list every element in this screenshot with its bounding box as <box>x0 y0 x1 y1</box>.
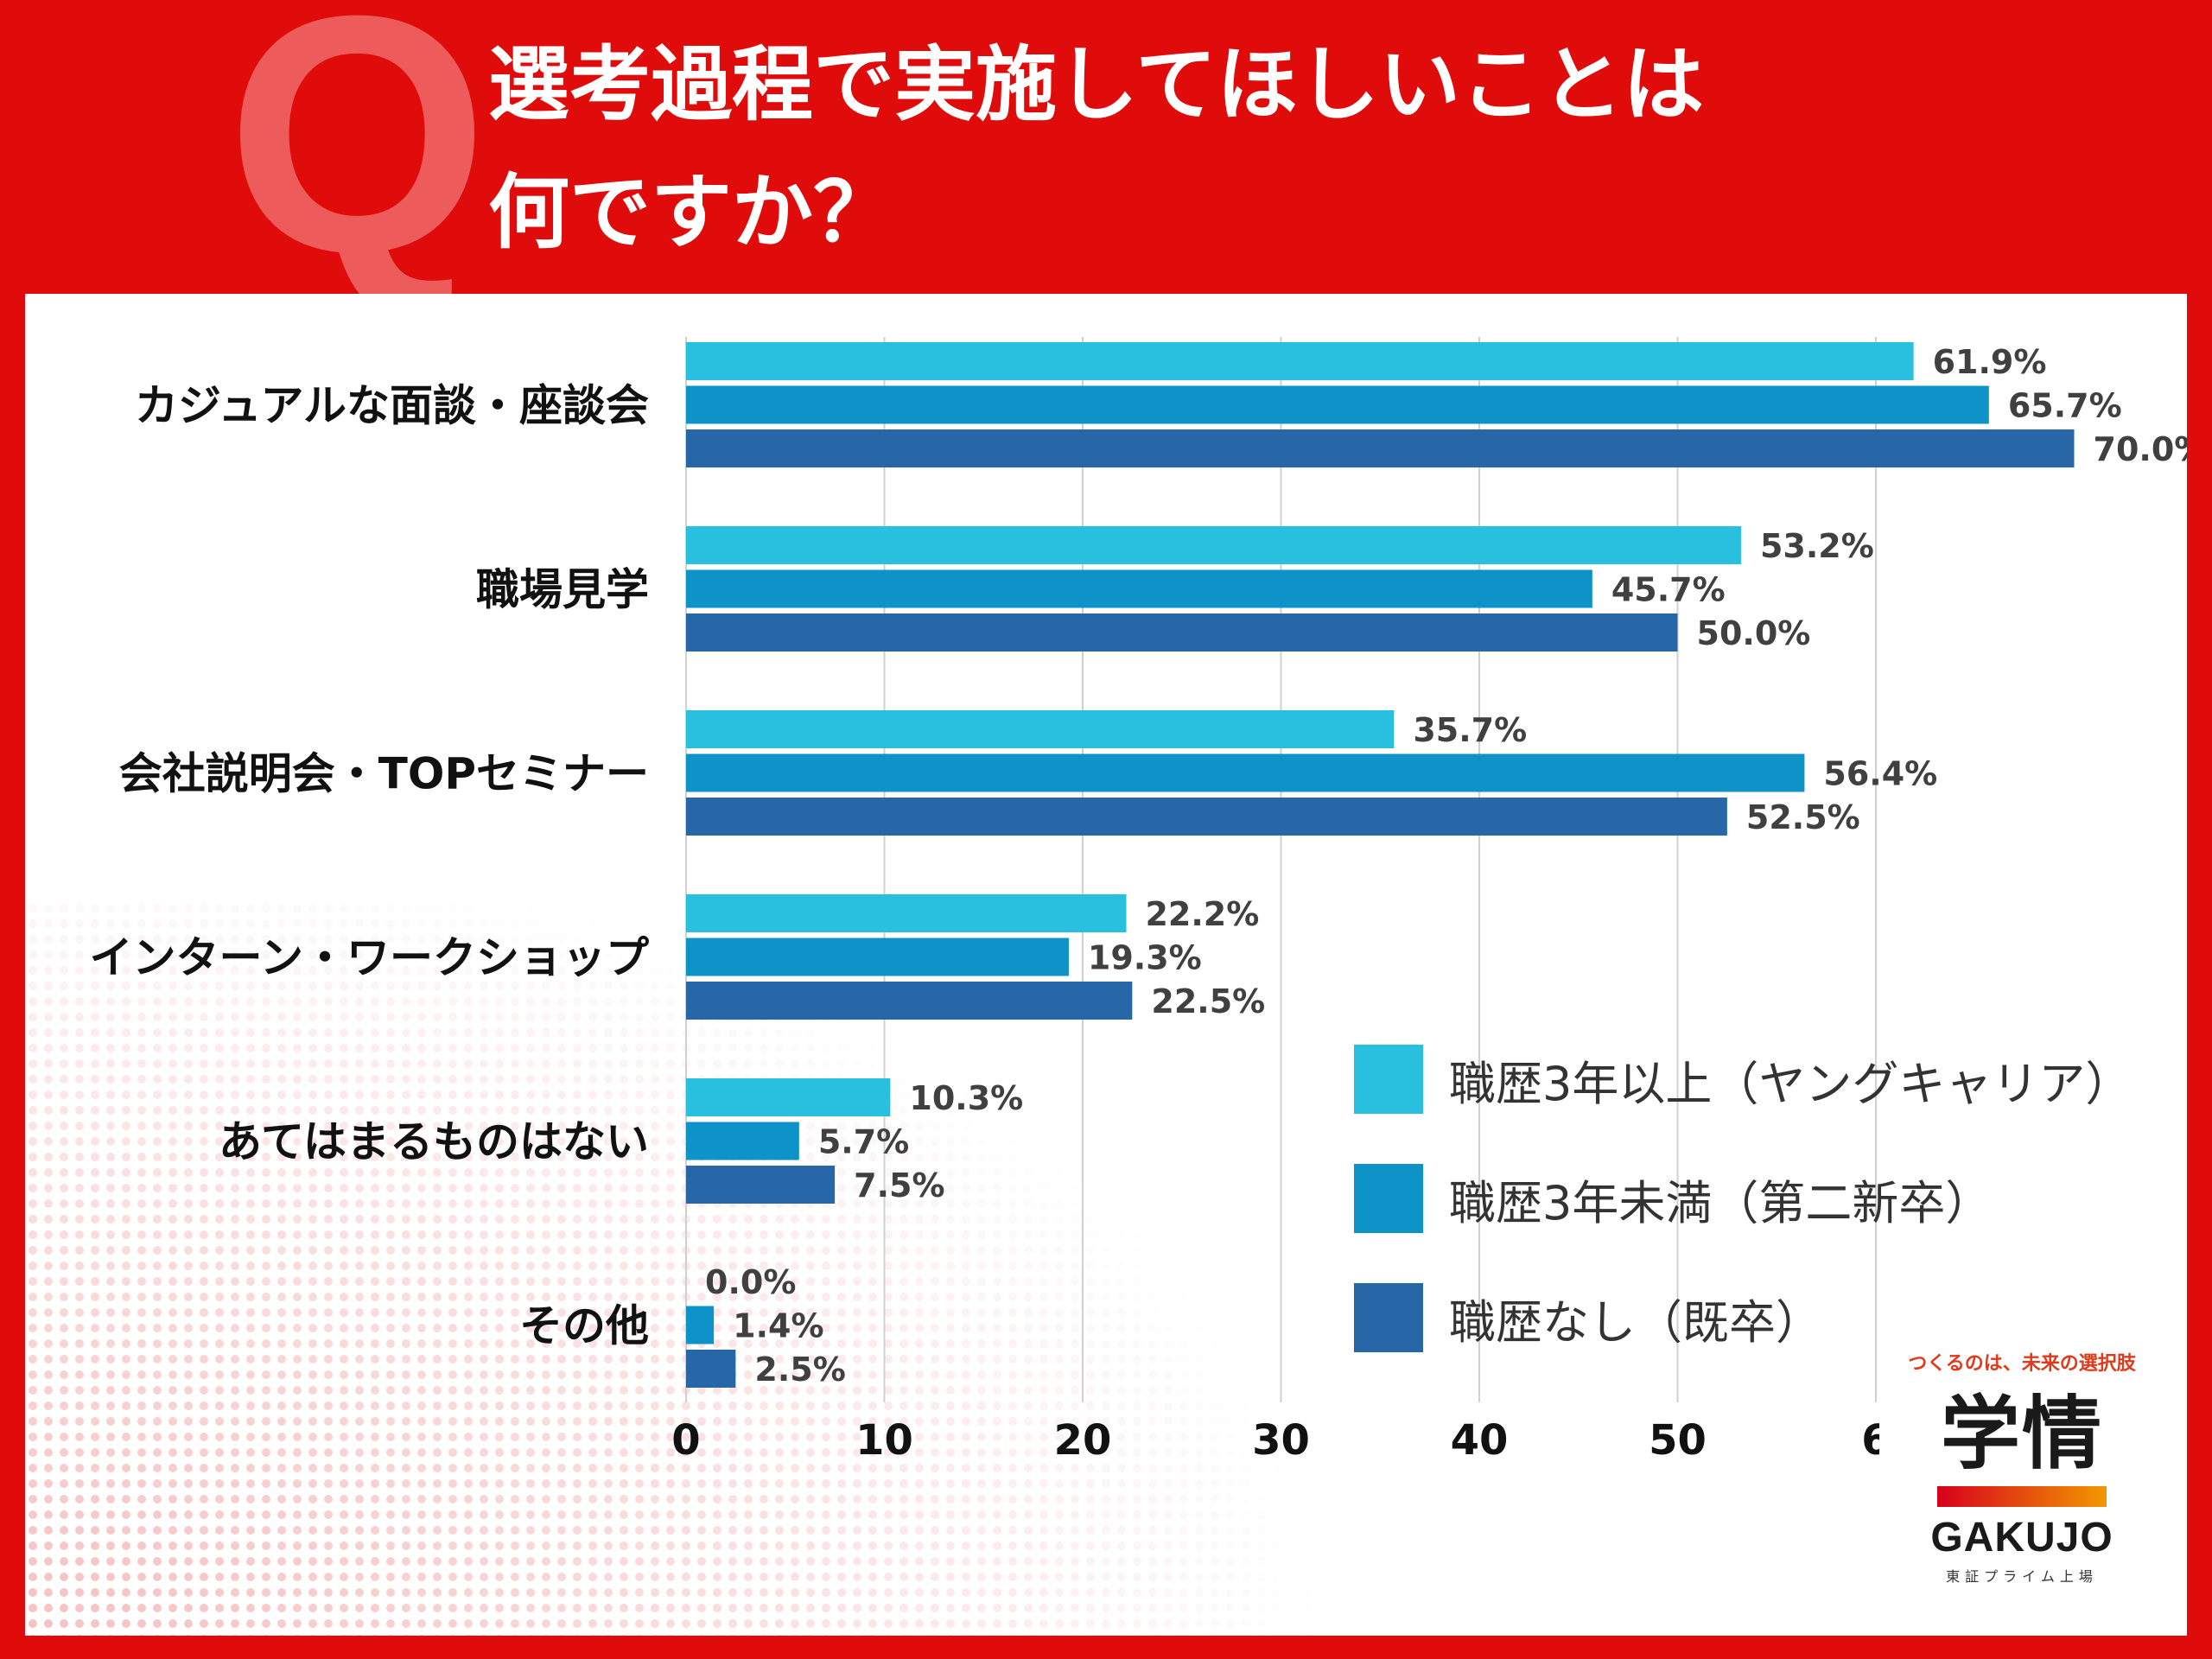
legend-label: 職歴なし（既卒） <box>1449 1294 1822 1350</box>
value-label: 0.0% <box>705 1263 796 1301</box>
legend-label: 職歴3年以上（ヤングキャリア） <box>1449 1056 2133 1111</box>
logo-listing: 東証プライム上場 <box>1946 1568 2098 1585</box>
bar <box>686 385 1989 424</box>
chart-panel: 01020304050661.9%65.7%70.0%カジュアルな面談・座談会5… <box>25 294 2187 1636</box>
bar <box>686 429 2075 467</box>
category-label: カジュアルな面談・座談会 <box>135 381 649 431</box>
category-label: その他 <box>519 1301 649 1351</box>
value-label: 2.5% <box>754 1351 845 1389</box>
value-label: 5.7% <box>818 1123 909 1161</box>
bar <box>686 753 1805 792</box>
bar <box>686 938 1069 976</box>
logo-kanji: 学情 <box>1940 1388 2103 1480</box>
logo-tagline: つくるのは、未来の選択肢 <box>1908 1353 2136 1375</box>
bar <box>686 1350 736 1388</box>
bar-chart: 01020304050661.9%65.7%70.0%カジュアルな面談・座談会5… <box>25 337 2188 1636</box>
x-tick-label: 50 <box>1649 1416 1707 1465</box>
category-label: あてはまるものはない <box>219 1117 649 1167</box>
x-tick-label: 10 <box>855 1416 913 1465</box>
value-label: 52.5% <box>1746 798 1860 836</box>
legend-item: 職歴なし（既卒） <box>1354 1258 2132 1377</box>
legend-item: 職歴3年未満（第二新卒） <box>1354 1139 2132 1258</box>
legend: 職歴3年以上（ヤングキャリア） 職歴3年未満（第二新卒） 職歴なし（既卒） <box>1354 1020 2132 1377</box>
bar <box>686 1078 891 1116</box>
x-tick-label: 0 <box>671 1416 700 1465</box>
logo-latin: GAKUJO <box>1930 1515 2113 1560</box>
title-line-2: 何ですか？ <box>488 166 895 260</box>
bar <box>686 1306 715 1344</box>
bar <box>686 569 1592 608</box>
value-label: 19.3% <box>1088 939 1202 977</box>
value-label: 7.5% <box>854 1166 944 1205</box>
x-tick-label: 40 <box>1451 1416 1509 1465</box>
value-label: 53.2% <box>1760 527 1874 565</box>
value-label: 22.5% <box>1151 982 1265 1020</box>
value-label: 10.3% <box>909 1079 1023 1117</box>
bar <box>686 342 1914 380</box>
value-label: 50.0% <box>1697 614 1811 652</box>
value-label: 35.7% <box>1413 711 1527 749</box>
legend-label: 職歴3年未満（第二新卒） <box>1449 1175 1993 1230</box>
bar <box>686 1122 799 1160</box>
legend-swatch <box>1354 1045 1423 1114</box>
q-mark-icon: Q <box>226 0 489 322</box>
bar <box>686 526 1741 564</box>
logo-gradient-bar <box>1937 1486 2107 1507</box>
bar <box>686 710 1395 748</box>
x-tick-label: 20 <box>1054 1416 1112 1465</box>
bar <box>686 982 1133 1020</box>
dot-pattern <box>25 899 1494 1636</box>
legend-swatch <box>1354 1283 1423 1352</box>
title-line-1: 選考過程で実施してほしいことは <box>488 38 1705 132</box>
category-label: 会社説明会・TOPセミナー <box>119 749 649 799</box>
value-label: 1.4% <box>733 1307 823 1345</box>
x-tick-label: 30 <box>1252 1416 1310 1465</box>
bar <box>686 894 1127 932</box>
value-label: 56.4% <box>1823 755 1937 793</box>
legend-swatch <box>1354 1164 1423 1233</box>
category-label: インターン・ワークショップ <box>90 933 650 983</box>
bar <box>686 798 1727 836</box>
header: Q 選考過程で実施してほしいことは 何ですか？ <box>0 0 2212 302</box>
bar <box>686 1166 836 1204</box>
gakujo-logo: つくるのは、未来の選択肢 学情 GAKUJO 東証プライム上場 <box>1879 1339 2164 1624</box>
value-label: 22.2% <box>1145 895 1259 933</box>
bar <box>686 613 1678 652</box>
value-label: 70.0% <box>2094 430 2188 468</box>
value-label: 61.9% <box>1933 343 2047 381</box>
category-label: 職場見学 <box>476 565 649 615</box>
value-label: 65.7% <box>2008 387 2122 425</box>
legend-item: 職歴3年以上（ヤングキャリア） <box>1354 1020 2132 1139</box>
value-label: 45.7% <box>1611 571 1726 609</box>
